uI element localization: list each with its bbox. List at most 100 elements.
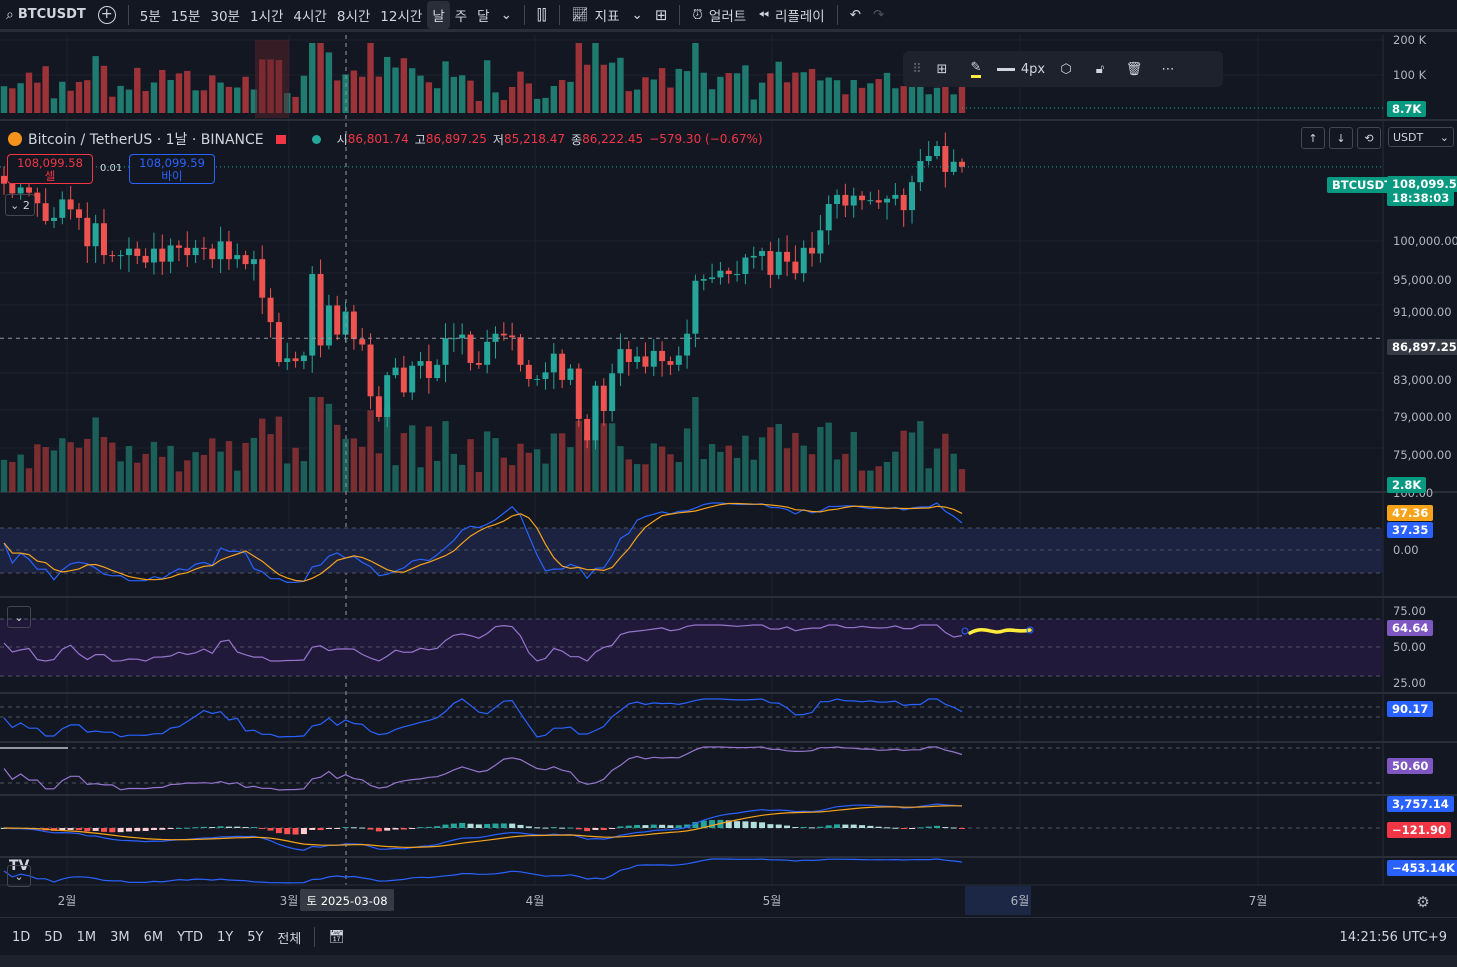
- macd-histogram-bar: [184, 827, 191, 829]
- pane-collapse-button-2[interactable]: ⌄: [7, 865, 31, 887]
- price-label: 79,000.00: [1393, 410, 1452, 424]
- interval-6[interactable]: 12시간: [380, 8, 423, 25]
- top-volume-bar: [217, 82, 224, 113]
- line-width-button[interactable]: 4px: [993, 54, 1049, 84]
- compare-symbol-button[interactable]: +: [92, 1, 122, 29]
- range-8[interactable]: 전체: [277, 931, 302, 947]
- candle-body: [850, 195, 857, 206]
- brush-handle-end[interactable]: [1026, 626, 1034, 634]
- redo-button[interactable]: ↷: [867, 1, 890, 29]
- macd-histogram-bar: [300, 828, 307, 835]
- macd-histogram-bar: [842, 824, 849, 828]
- indicators-button[interactable]: 📈︎ 지표: [566, 1, 626, 29]
- top-volume-bar: [800, 72, 807, 113]
- currency-select[interactable]: USDT ⌄: [1388, 127, 1454, 147]
- clock[interactable]: 14:21:56 UTC+9: [1339, 929, 1447, 945]
- macd-histogram-bar: [417, 827, 424, 829]
- volume-bar: [275, 416, 283, 492]
- chevron-down-icon: ⌄: [631, 6, 643, 23]
- top-volume-bar: [808, 68, 816, 113]
- candle-body: [259, 259, 266, 298]
- interval-9[interactable]: 달: [477, 8, 490, 25]
- drag-handle[interactable]: ⠿: [912, 61, 922, 77]
- undo-button[interactable]: ↶: [844, 1, 867, 29]
- range-3[interactable]: 3M: [110, 929, 130, 945]
- top-volume-bar: [792, 72, 799, 113]
- scroll-up-button[interactable]: ↑: [1301, 127, 1325, 149]
- interval-3[interactable]: 1시간: [249, 8, 284, 25]
- alert-button[interactable]: ⏰︎ 얼러트: [686, 1, 752, 29]
- maximize-icon: ⟲: [1364, 131, 1374, 145]
- top-volume-bar: [583, 64, 591, 113]
- layouts-button[interactable]: ⊞: [649, 1, 674, 29]
- macd-histogram-bar: [117, 828, 124, 833]
- range-5[interactable]: YTD: [177, 929, 203, 945]
- macd-histogram-bar: [75, 828, 82, 831]
- more-icon[interactable]: ⋯: [1161, 61, 1175, 77]
- stoch-d-line: [3, 502, 963, 582]
- scroll-down-button[interactable]: ↓: [1329, 127, 1353, 149]
- candle-body: [234, 255, 241, 260]
- interval-5[interactable]: 8시간: [336, 8, 371, 25]
- trash-icon[interactable]: 🗑︎: [1125, 61, 1143, 77]
- range-2[interactable]: 1M: [76, 929, 97, 945]
- macd-histogram-bar: [959, 828, 965, 829]
- indicators-dropdown[interactable]: ⌄: [626, 1, 649, 29]
- interval-0[interactable]: 5분: [139, 8, 161, 25]
- top-volume-bar: [575, 43, 582, 113]
- interval-dropdown[interactable]: ⌄: [495, 1, 518, 29]
- replay-button[interactable]: ⏪︎ 리플레이: [752, 1, 831, 29]
- symbol-search-button[interactable]: ⌕ BTCUSDT: [0, 1, 92, 29]
- candle-body: [359, 339, 366, 345]
- buy-button[interactable]: 108,099.59 바이: [129, 154, 215, 184]
- interval-1[interactable]: 15분: [170, 8, 201, 25]
- templates-icon[interactable]: ⊞: [936, 61, 948, 77]
- obv-tag: −453.14K: [1387, 860, 1457, 876]
- collapse-indicators-button[interactable]: ⌄ 2: [5, 194, 35, 216]
- range-4[interactable]: 6M: [143, 929, 164, 945]
- range-1[interactable]: 5D: [44, 929, 63, 945]
- maximize-button[interactable]: ⟲: [1357, 127, 1381, 149]
- range-6[interactable]: 1Y: [216, 929, 234, 945]
- macd-histogram-bar: [634, 825, 641, 828]
- sell-button[interactable]: 108,099.58 셀: [7, 154, 93, 184]
- macd-histogram-bar: [875, 826, 882, 828]
- chart-type-button[interactable]: ⫿⫿: [531, 1, 553, 29]
- calendar-icon: 📅︎: [328, 929, 345, 945]
- interval-2[interactable]: 30분: [210, 8, 240, 25]
- divider: [679, 4, 681, 25]
- chart-area[interactable]: TV 2월 3월 4월 5월 6월 7월 토 2025-03-08 ⚙ Bitcoin / Te…: [0, 33, 1457, 915]
- top-volume-bar: [184, 70, 191, 113]
- volume-bar: [142, 453, 149, 492]
- lock-icon[interactable]: 🔓︎: [1095, 61, 1105, 77]
- volume-bar: [9, 461, 16, 492]
- candle-body: [67, 199, 74, 210]
- volume-bar: [767, 427, 774, 492]
- pencil-icon[interactable]: ✎: [959, 54, 993, 84]
- settings-icon[interactable]: ⬡: [1060, 61, 1072, 77]
- settings-gear-icon[interactable]: ⚙: [1416, 893, 1429, 911]
- candle-body: [392, 367, 399, 376]
- interval-8[interactable]: 주: [454, 8, 468, 25]
- brush-handle-start[interactable]: [961, 627, 969, 635]
- interval-group: 5분 15분 30분 1시간 4시간 8시간 12시간 날 주 달: [135, 0, 495, 29]
- volume-bar: [408, 425, 416, 492]
- candle-body: [50, 217, 57, 221]
- crosshair-date-bg: [300, 889, 394, 911]
- macd-histogram-bar: [450, 823, 457, 828]
- macd-histogram-bar: [917, 827, 924, 829]
- candle-body: [742, 257, 749, 275]
- candle-body: [450, 338, 457, 340]
- chart-canvas[interactable]: TV 2월 3월 4월 5월 6월 7월 토 2025-03-08 ⚙: [0, 35, 1457, 915]
- macd-histogram-bar: [659, 824, 666, 828]
- top-volume-bar: [67, 90, 74, 113]
- interval-7[interactable]: 날: [427, 0, 450, 29]
- range-0[interactable]: 1D: [12, 929, 31, 945]
- interval-4[interactable]: 4시간: [293, 8, 327, 25]
- goto-date-button[interactable]: 📅︎: [321, 923, 352, 951]
- pane-collapse-button[interactable]: ⌄: [7, 606, 31, 628]
- top-volume-bar: [908, 68, 916, 113]
- range-7[interactable]: 5Y: [247, 929, 264, 945]
- candle-body: [325, 305, 332, 346]
- volume-bar: [117, 461, 124, 492]
